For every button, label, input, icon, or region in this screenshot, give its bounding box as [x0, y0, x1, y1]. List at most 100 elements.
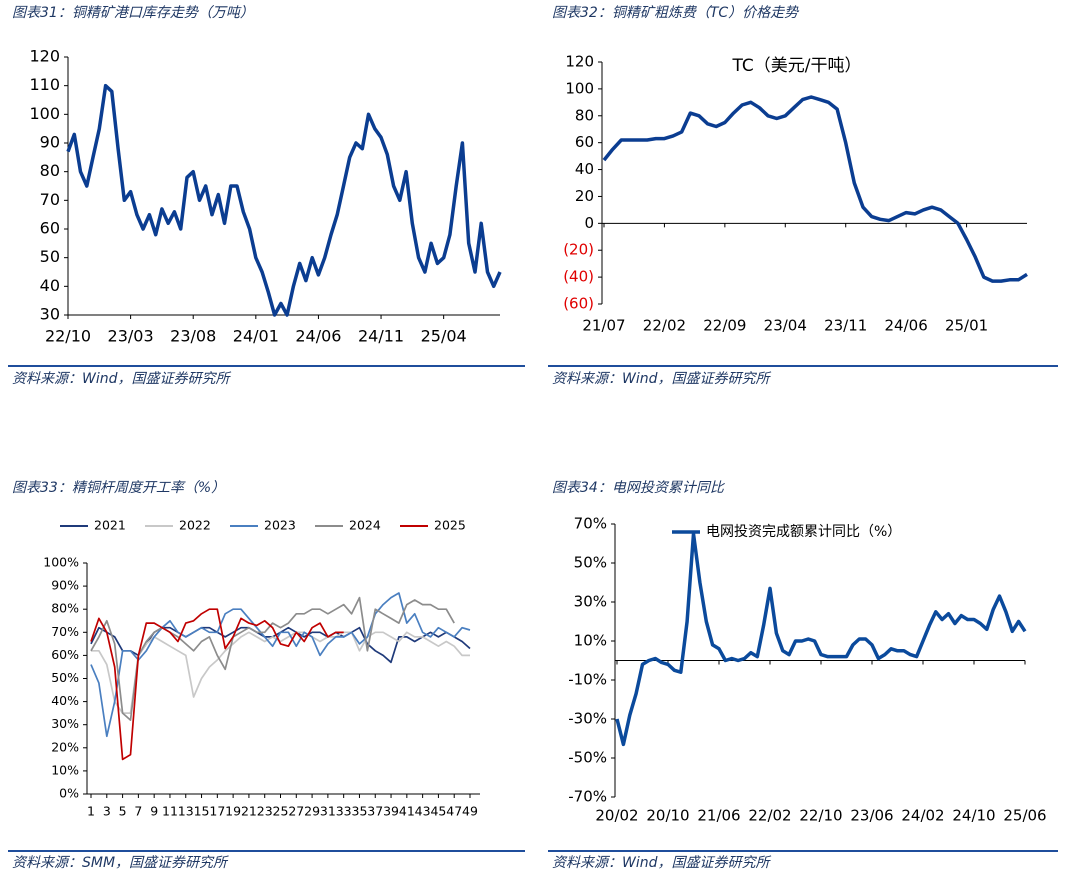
x-tick-label: 9: [150, 804, 158, 819]
y-tick-label: 110: [29, 75, 60, 94]
source: 资料来源：Wind，国盛证券研究所: [552, 371, 771, 387]
source: 资料来源：Wind，国盛证券研究所: [552, 855, 771, 871]
source: 资料来源：Wind，国盛证券研究所: [12, 371, 231, 387]
y-tick-label: (20): [563, 241, 594, 259]
legend-label: 电网投资完成额累计同比（%）: [706, 524, 901, 540]
y-tick-label: 50: [40, 247, 60, 266]
annotation: TC（美元/干吨）: [732, 56, 862, 76]
line-series: [90, 596, 455, 721]
y-tick-label: 30: [40, 305, 60, 324]
x-tick-label: 22/02: [643, 317, 686, 335]
x-tick-label: 22/09: [703, 317, 746, 335]
y-tick-label: (60): [563, 295, 594, 313]
y-tick-label: -30%: [568, 710, 607, 728]
x-tick-label: 25/06: [1003, 807, 1046, 825]
line-series: [615, 532, 1027, 747]
y-tick-label: 70%: [574, 515, 607, 533]
x-tick-label: 13: [178, 804, 194, 819]
chart-title: 图表34：电网投资累计同比: [552, 480, 726, 496]
y-tick-label: 60: [575, 133, 594, 151]
y-tick-label: 100: [565, 79, 594, 97]
x-tick-label: 5: [119, 804, 127, 819]
line-series: [66, 83, 502, 317]
legend-label: 2021: [94, 518, 126, 533]
x-tick-label: 23/03: [108, 327, 154, 346]
x-tick-label: 19: [225, 804, 241, 819]
x-tick-label: 22/02: [748, 807, 791, 825]
legend-label: 2024: [349, 518, 381, 533]
y-tick-label: 0: [584, 214, 594, 232]
x-tick-label: 27: [288, 804, 304, 819]
x-tick-label: 24/02: [901, 807, 944, 825]
x-tick-label: 31: [320, 804, 336, 819]
x-tick-label: 23/06: [850, 807, 893, 825]
y-tick-label: 0%: [59, 786, 79, 801]
x-tick-label: 49: [462, 804, 478, 819]
y-tick-label: 80: [575, 106, 594, 124]
x-tick-label: 24/10: [952, 807, 995, 825]
y-tick-label: 70%: [51, 624, 79, 639]
x-tick-label: 35: [352, 804, 368, 819]
line-series: [90, 592, 471, 738]
y-tick-label: 90%: [51, 578, 79, 593]
chart-title: 图表32：铜精矿粗炼费（TC）价格走势: [552, 5, 800, 21]
y-tick-label: 50%: [574, 554, 607, 572]
x-tick-label: 21/07: [582, 317, 625, 335]
x-tick-label: 24/06: [885, 317, 928, 335]
x-tick-label: 43: [415, 804, 431, 819]
chart-title: 图表31：铜精矿港口库存走势（万吨）: [12, 5, 254, 21]
y-tick-label: 20%: [51, 739, 79, 754]
line-series: [90, 608, 344, 761]
legend-label: 2022: [179, 518, 211, 533]
x-tick-label: 3: [103, 804, 111, 819]
x-tick-label: 33: [336, 804, 352, 819]
x-tick-label: 25: [273, 804, 289, 819]
x-tick-label: 22/10: [799, 807, 842, 825]
y-tick-label: 120: [565, 53, 594, 71]
y-tick-label: -70%: [568, 788, 607, 806]
chart-title: 图表33：精铜杆周度开工率（%）: [12, 480, 225, 496]
x-tick-label: 29: [304, 804, 320, 819]
y-tick-label: 70: [40, 190, 60, 209]
x-tick-label: 39: [383, 804, 399, 819]
y-tick-label: 40: [40, 276, 60, 295]
y-tick-label: 60%: [51, 647, 79, 662]
x-tick-label: 45: [430, 804, 446, 819]
x-tick-label: 37: [367, 804, 383, 819]
x-tick-label: 24/11: [358, 327, 404, 346]
x-tick-label: 7: [134, 804, 142, 819]
y-tick-label: 20: [575, 187, 594, 205]
y-tick-label: 30%: [51, 716, 79, 731]
y-tick-label: 40%: [51, 693, 79, 708]
y-tick-label: -10%: [568, 671, 607, 689]
x-tick-label: 1: [87, 804, 95, 819]
x-tick-label: 24/01: [233, 327, 279, 346]
x-tick-label: 23: [257, 804, 273, 819]
x-tick-label: 24/06: [295, 327, 341, 346]
x-tick-label: 22/10: [45, 327, 91, 346]
x-tick-label: 21: [241, 804, 257, 819]
line-series: [602, 95, 1028, 283]
x-tick-label: 47: [446, 804, 462, 819]
legend-label: 2025: [434, 518, 466, 533]
x-tick-label: 21/06: [697, 807, 740, 825]
y-tick-label: 40: [575, 160, 594, 178]
y-tick-label: 90: [40, 133, 60, 152]
x-tick-label: 15: [194, 804, 210, 819]
y-tick-label: 100: [29, 104, 60, 123]
x-tick-label: 20/02: [595, 807, 638, 825]
x-tick-label: 11: [162, 804, 178, 819]
x-tick-label: 23/08: [170, 327, 216, 346]
y-tick-label: 10%: [574, 632, 607, 650]
y-tick-label: -50%: [568, 749, 607, 767]
x-tick-label: 23/04: [764, 317, 807, 335]
y-tick-label: 60: [40, 219, 60, 238]
y-tick-label: 100%: [43, 555, 79, 570]
y-tick-label: 80%: [51, 601, 79, 616]
x-tick-label: 41: [399, 804, 415, 819]
y-tick-label: 80: [40, 161, 60, 180]
y-tick-label: (40): [563, 268, 594, 286]
x-tick-label: 23/11: [824, 317, 867, 335]
y-tick-label: 30%: [574, 593, 607, 611]
